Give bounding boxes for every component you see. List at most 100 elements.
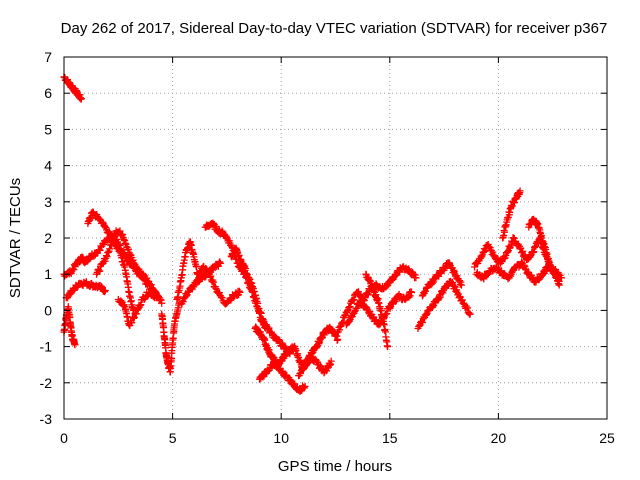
data-point [408, 288, 415, 296]
y-tick-label: 7 [44, 49, 52, 65]
x-axis-title: GPS time / hours [278, 458, 392, 475]
data-point [337, 322, 345, 330]
data-point [405, 293, 413, 301]
series-trace-x [525, 215, 563, 289]
data-point [516, 187, 524, 195]
x-tick-label: 20 [491, 430, 507, 446]
y-tick-label: -2 [40, 375, 53, 391]
data-point [480, 248, 488, 256]
data-point [520, 261, 528, 269]
series-trace-a [60, 73, 85, 103]
data-point [136, 302, 144, 309]
series-trace-r [362, 270, 392, 351]
data-point [266, 365, 274, 373]
data-point [179, 298, 187, 306]
y-tick-label: -1 [40, 339, 53, 355]
chart-title: Day 262 of 2017, Sidereal Day-to-day VTE… [61, 20, 608, 37]
data-point [301, 382, 309, 390]
series-trace-o [295, 354, 335, 380]
data-point [530, 248, 538, 256]
y-tick-label: 6 [44, 85, 52, 101]
series-trace-g [114, 288, 159, 330]
data-point [119, 230, 127, 238]
y-tick-label: 3 [44, 194, 52, 210]
x-tick-label: 15 [382, 430, 398, 446]
data-point [519, 247, 527, 255]
data-point [125, 245, 132, 253]
series-trace-j [177, 258, 224, 308]
series-trace-i [173, 238, 244, 308]
data-point [457, 278, 465, 286]
data-point [372, 316, 380, 324]
data-point [158, 299, 166, 307]
data-point [485, 243, 493, 251]
data-point [216, 258, 224, 266]
data-point [262, 325, 270, 332]
y-axis-title: SDTVAR / TECUs [7, 178, 24, 298]
series-trace-b [60, 303, 79, 349]
data-point [101, 288, 109, 296]
data-point [412, 274, 420, 282]
data-point [135, 265, 143, 273]
series-trace-e [84, 208, 137, 314]
data-point [71, 341, 79, 349]
data-point [132, 310, 140, 318]
data-point [101, 222, 109, 230]
y-tick-label: -3 [40, 411, 53, 427]
series-trace-t [418, 259, 465, 300]
series-trace-n [256, 360, 309, 395]
series-trace-f [93, 227, 166, 307]
data-point [216, 289, 223, 297]
data-point [487, 247, 495, 254]
data-point [497, 267, 505, 275]
axis-ticks [63, 56, 608, 420]
data-point [209, 278, 217, 286]
y-tick-label: 0 [44, 302, 52, 318]
data-point [227, 296, 235, 304]
data-point [101, 287, 109, 294]
data-point [130, 314, 138, 322]
series-trace-w [499, 187, 524, 242]
data-point [120, 236, 128, 243]
data-point [451, 282, 458, 290]
data-point [527, 271, 535, 279]
data-point [106, 245, 114, 253]
data-points [60, 73, 565, 395]
data-point [151, 292, 159, 300]
data-point [456, 277, 463, 285]
data-point [96, 267, 104, 275]
data-point [104, 248, 112, 256]
y-tick-label: 1 [44, 266, 52, 282]
data-point [364, 291, 372, 299]
data-point [207, 268, 215, 276]
data-point [486, 244, 494, 251]
y-tick-label: 2 [44, 230, 52, 246]
series-trace-q [342, 288, 415, 329]
data-point [423, 310, 430, 318]
data-point [555, 281, 563, 289]
data-point [279, 367, 287, 375]
data-point [327, 360, 334, 368]
data-point [259, 373, 267, 381]
data-point [336, 326, 344, 334]
y-tick-label: 5 [44, 121, 52, 137]
data-point [117, 297, 125, 305]
data-point [458, 281, 465, 289]
data-point [218, 294, 226, 302]
series-trace-s [414, 277, 474, 332]
data-point [334, 335, 342, 343]
x-tick-label: 25 [599, 430, 615, 446]
x-tick-label: 0 [60, 430, 68, 446]
data-point [466, 310, 474, 318]
data-point [216, 259, 224, 267]
data-point [384, 343, 392, 351]
data-point [275, 336, 283, 344]
data-point [212, 285, 220, 293]
data-point [343, 307, 351, 315]
data-point [406, 292, 414, 300]
series-trace-l [227, 244, 270, 332]
data-point [477, 252, 485, 260]
x-tick-label: 10 [273, 430, 289, 446]
